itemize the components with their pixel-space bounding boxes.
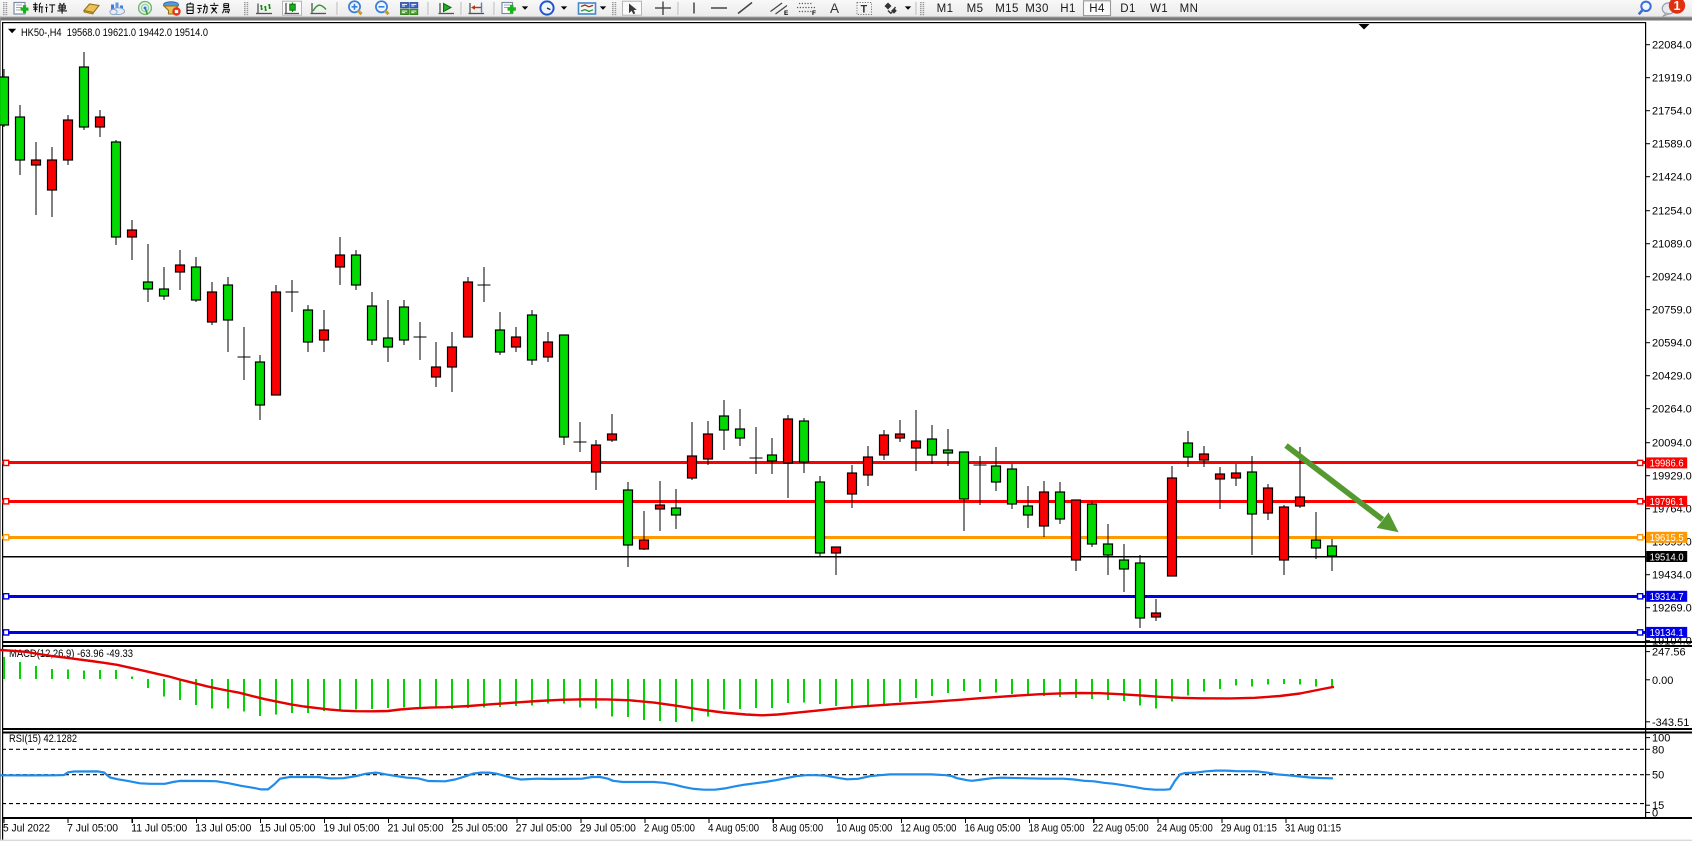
svg-text:19986.6: 19986.6	[1650, 458, 1684, 470]
svg-text:5 Jul 2022: 5 Jul 2022	[3, 823, 50, 835]
svg-text:M1: M1	[937, 3, 954, 15]
svg-text:M30: M30	[1025, 3, 1049, 15]
svg-text:F: F	[812, 10, 816, 17]
svg-text:16 Aug 05:00: 16 Aug 05:00	[965, 823, 1021, 835]
svg-text:4 Aug 05:00: 4 Aug 05:00	[708, 823, 759, 835]
svg-text:21089.0: 21089.0	[1652, 239, 1692, 251]
svg-text:W1: W1	[1150, 3, 1168, 15]
svg-text:E: E	[784, 10, 789, 17]
svg-text:0: 0	[1652, 808, 1658, 820]
svg-text:25 Jul 05:00: 25 Jul 05:00	[452, 823, 508, 835]
svg-text:19514.0: 19514.0	[1650, 551, 1684, 563]
svg-text:D1: D1	[1120, 3, 1136, 15]
svg-text:12 Aug 05:00: 12 Aug 05:00	[900, 823, 956, 835]
svg-text:247.56: 247.56	[1652, 647, 1686, 659]
svg-text:15: 15	[1652, 800, 1664, 812]
svg-text:20264.0: 20264.0	[1652, 404, 1692, 416]
svg-text:21589.0: 21589.0	[1652, 139, 1692, 151]
svg-text:1: 1	[1674, 0, 1681, 13]
svg-text:29 Jul 05:00: 29 Jul 05:00	[580, 823, 636, 835]
svg-text:19929.0: 19929.0	[1652, 471, 1692, 483]
svg-text:T: T	[861, 4, 868, 16]
svg-text:2 Aug 05:00: 2 Aug 05:00	[644, 823, 695, 835]
svg-text:21 Jul 05:00: 21 Jul 05:00	[388, 823, 444, 835]
svg-text:50: 50	[1652, 770, 1664, 782]
svg-text:8 Aug 05:00: 8 Aug 05:00	[772, 823, 823, 835]
svg-text:-343.51: -343.51	[1652, 717, 1689, 729]
svg-text:15 Jul 05:00: 15 Jul 05:00	[259, 823, 315, 835]
svg-text:M15: M15	[995, 3, 1019, 15]
svg-text:13 Jul 05:00: 13 Jul 05:00	[195, 823, 251, 835]
svg-text:19269.0: 19269.0	[1652, 603, 1692, 615]
svg-text:MN: MN	[1180, 3, 1199, 15]
svg-text:20429.0: 20429.0	[1652, 371, 1692, 383]
svg-text:19314.7: 19314.7	[1650, 591, 1684, 603]
svg-text:20594.0: 20594.0	[1652, 338, 1692, 350]
svg-text:7 Jul 05:00: 7 Jul 05:00	[67, 823, 118, 835]
svg-text:29 Aug 01:15: 29 Aug 01:15	[1221, 823, 1277, 835]
svg-text:21424.0: 21424.0	[1652, 172, 1692, 184]
svg-text:80: 80	[1652, 744, 1664, 756]
svg-text:100: 100	[1652, 733, 1670, 745]
svg-text:20759.0: 20759.0	[1652, 305, 1692, 317]
svg-text:20094.0: 20094.0	[1652, 438, 1692, 450]
svg-text:A: A	[830, 1, 839, 16]
svg-text:11 Jul 05:00: 11 Jul 05:00	[131, 823, 187, 835]
svg-text:21754.0: 21754.0	[1652, 106, 1692, 118]
svg-text:HK50-,H4 19568.0 19621.0 1944: HK50-,H4 19568.0 19621.0 19442.0 19514.0	[21, 27, 208, 39]
svg-text:M5: M5	[967, 3, 984, 15]
svg-text:18 Aug 05:00: 18 Aug 05:00	[1029, 823, 1085, 835]
svg-text:22 Aug 05:00: 22 Aug 05:00	[1093, 823, 1149, 835]
svg-text:27 Jul 05:00: 27 Jul 05:00	[516, 823, 572, 835]
svg-text:RSI(15) 42.1282: RSI(15) 42.1282	[9, 733, 77, 745]
svg-text:31 Aug 01:15: 31 Aug 01:15	[1285, 823, 1341, 835]
svg-text:19104.0: 19104.0	[1652, 636, 1692, 648]
svg-text:21919.0: 21919.0	[1652, 73, 1692, 85]
svg-text:MACD(12,26,9) -63.96 -49.33: MACD(12,26,9) -63.96 -49.33	[9, 648, 133, 660]
svg-text:24 Aug 05:00: 24 Aug 05:00	[1157, 823, 1213, 835]
svg-text:H1: H1	[1060, 3, 1076, 15]
svg-text:19615.5: 19615.5	[1650, 532, 1684, 544]
svg-text:0.00: 0.00	[1652, 675, 1673, 687]
svg-text:19434.0: 19434.0	[1652, 570, 1692, 582]
svg-text:H4: H4	[1089, 3, 1105, 15]
svg-text:19134.1: 19134.1	[1650, 627, 1684, 639]
svg-text:10 Aug 05:00: 10 Aug 05:00	[836, 823, 892, 835]
svg-text:21254.0: 21254.0	[1652, 206, 1692, 218]
svg-text:19796.1: 19796.1	[1650, 496, 1684, 508]
svg-text:19 Jul 05:00: 19 Jul 05:00	[324, 823, 380, 835]
svg-text:22084.0: 22084.0	[1652, 40, 1692, 52]
svg-text:20924.0: 20924.0	[1652, 272, 1692, 284]
